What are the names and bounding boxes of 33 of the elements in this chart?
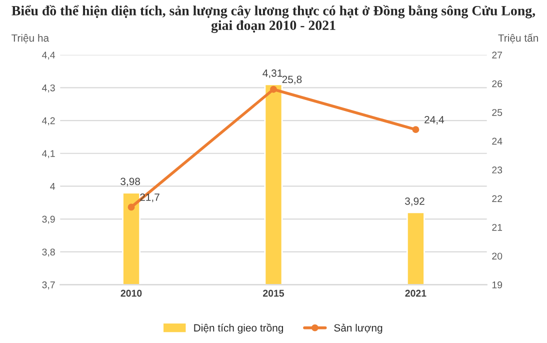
data-label: 25,8 [282, 76, 302, 84]
legend-label: Diện tích gieo trồng [194, 323, 284, 334]
y2-tick-label: 23 [492, 166, 502, 174]
y-tick-label: 3,8 [42, 248, 55, 257]
y2-tick-label: 22 [492, 195, 502, 202]
data-label: 3,98 [120, 178, 140, 186]
point [128, 204, 135, 211]
x-tick-label: 2021 [405, 290, 426, 297]
y-axis-title: Triệu ha [11, 34, 50, 44]
y2-tick-label: 21 [492, 224, 502, 231]
data-label: 4,31 [262, 69, 282, 78]
x-tick-label: 2010 [120, 290, 142, 297]
y2-tick-label: 27 [492, 52, 502, 58]
point [270, 86, 277, 93]
x-tick-label: 2015 [263, 290, 284, 297]
y-tick-label: 3,7 [42, 281, 55, 290]
y-tick-label: 4,3 [42, 84, 55, 92]
y2-tick-label: 20 [492, 252, 502, 260]
y-tick-label: 4,4 [42, 52, 56, 60]
legend-label: Sản lượng [334, 324, 382, 334]
y2-tick-label: 19 [492, 281, 502, 288]
data-label: 3,92 [405, 197, 424, 206]
y2-tick-label: 25 [492, 109, 502, 116]
y-tick-label: 4,2 [42, 117, 55, 126]
y-tick-label: 4,1 [42, 150, 55, 158]
chart-title: Biểu đồ thể hiện diện tích, sản lượng cây lương thực có hạt ở Đồng bằng sông Cửu Long, giai đoạn 2010 - 2021 [12, 5, 536, 33]
data-label: 24,4 [424, 116, 444, 125]
y2-tick-label: 24 [492, 138, 502, 145]
point [412, 126, 420, 134]
y-tick-label: 4 [50, 183, 56, 190]
y2-tick-label: 26 [492, 80, 502, 88]
y2-axis-title: Triệu tấn [498, 34, 538, 44]
y-tick-label: 3,9 [42, 216, 55, 224]
